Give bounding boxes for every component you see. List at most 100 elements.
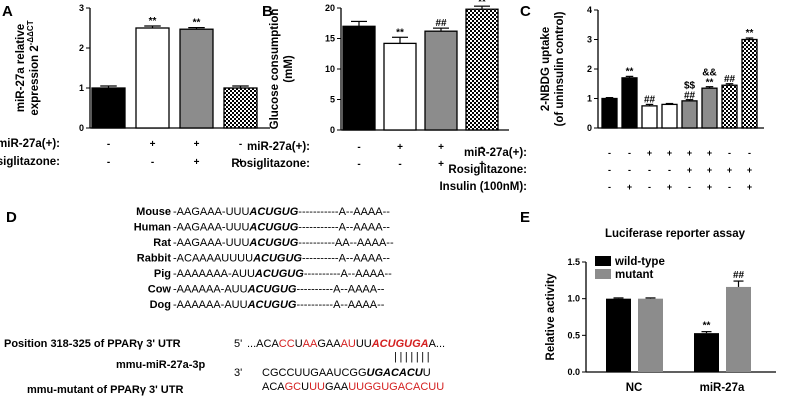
factor-mark: - <box>688 182 691 192</box>
y-tick-label: 1 <box>79 83 84 93</box>
y-axis-label-line2: (mM) <box>283 55 295 83</box>
panel-d-alignment: D Mouse -AAGAAA-UUUACUGUG-----------A--AA… <box>4 206 445 396</box>
bar <box>741 38 758 129</box>
sequence-suffix: -----------A--AAAA-- <box>298 222 390 234</box>
mirna-seed: UGACACU <box>367 367 424 379</box>
sequence-prefix: -AAGAAA-UUU <box>173 222 249 234</box>
y-axis-label-line2-text: (of uninsulin control) <box>554 11 566 126</box>
bar <box>661 103 678 129</box>
bar <box>135 27 170 129</box>
bar <box>465 8 499 131</box>
annotation-line: && <box>702 68 716 79</box>
sequence-suffix: ----------A--AAAA-- <box>296 284 384 296</box>
annotation-line: ## <box>724 74 736 85</box>
utr-wildtype-prime: 5' <box>234 338 242 350</box>
bar <box>601 97 618 129</box>
factor-label: Rosiglitazone: <box>0 156 60 168</box>
factor-mark: + <box>647 148 652 158</box>
species-sequence: -AAAAAA-AUUACUGUG----------A--AAAA-- <box>173 284 385 296</box>
chart-panel-c: 0 1 2 3 4 2-NBDG uptake (of uninsulin control)… <box>439 5 764 193</box>
factor-mark: - <box>107 157 110 168</box>
sequence-segment: GAA <box>317 338 341 350</box>
species-sequence: -ACAAAAUUUUACUGUG----------A--AAAA-- <box>173 253 390 265</box>
bar <box>621 77 638 129</box>
y-axis-label-text: Relative activity <box>545 273 557 361</box>
y-tick-label: 2 <box>587 64 592 74</box>
factor-mark: - <box>628 165 631 175</box>
y-axis-label-line1: Glucose consumption <box>269 9 281 130</box>
seed-region: ACUGUG <box>248 222 298 234</box>
y-tick-label: 0.5 <box>567 330 580 340</box>
factor-mark: - <box>357 142 360 153</box>
sequence-segment: ACA <box>262 381 285 393</box>
factor-mark: + <box>194 139 200 150</box>
significance-annotation: ** <box>149 16 157 27</box>
sequence-prefix: -AAAAAA-AUU <box>173 284 248 296</box>
chart-panel-b: 0 5 10 15 20 Glucose consumption(mM) ** ## $$** m… <box>231 0 509 170</box>
sequence-prefix: -AAGAAA-UUU <box>173 206 249 218</box>
utr-mutant-label: mmu-mutant of PPARγ 3' UTR <box>27 384 183 396</box>
annotation-line: ** <box>746 28 754 39</box>
sequence-segment: U <box>301 381 309 393</box>
bar <box>638 298 663 372</box>
factor-mark: + <box>687 165 692 175</box>
y-axis-label: 2-NBDG uptake (of uninsulin control) <box>540 11 566 126</box>
seed-region: ACUGUG <box>247 299 297 311</box>
annotation-line: ** <box>396 27 404 38</box>
legend-swatch <box>595 269 611 279</box>
bar <box>383 42 417 131</box>
panel-label-c: C <box>520 3 531 20</box>
factor-mark: - <box>748 148 751 158</box>
factor-mark: + <box>194 157 200 168</box>
species-name: Human <box>134 222 172 234</box>
y-tick-label: 20 <box>325 3 335 13</box>
factor-mark: - <box>728 148 731 158</box>
annotation-line: ## <box>435 18 447 29</box>
factor-mark: - <box>151 157 154 168</box>
y-tick-label: 1 <box>587 94 592 104</box>
sequence-prefix: -AAAAAA-AUU <box>173 299 248 311</box>
bar <box>701 87 718 129</box>
y-tick-label: 15 <box>325 34 335 44</box>
significance-annotation: ** <box>396 27 404 38</box>
bar <box>721 84 738 129</box>
seed-region: ACUGUG <box>247 284 297 296</box>
seed-region: ACUGUG <box>248 237 298 249</box>
factor-mark: + <box>727 165 732 175</box>
annotation-line: ** <box>626 66 634 77</box>
factor-mark: - <box>480 142 483 153</box>
sequence-segment: GC <box>285 381 302 393</box>
sequence-segment: ACUGUGA <box>371 338 429 350</box>
factor-mark: - <box>608 148 611 158</box>
seed-region: ACUGUG <box>248 206 298 218</box>
sequence-segment: A... <box>429 338 446 350</box>
sequence-suffix: ----------A--AAAA-- <box>302 253 390 265</box>
chart-panel-e: Luciferase reporter assay 0.0 0.5 1.0 1.5 Rel… <box>545 228 776 394</box>
panel-label-e: E <box>520 209 530 226</box>
sequence-segment: CC <box>279 338 295 350</box>
sequence-suffix: ----------AA--AAAA-- <box>298 237 394 249</box>
factor-mark: + <box>747 182 752 192</box>
significance-annotation: ## <box>644 94 656 105</box>
sequence-prefix: -AAAAAAA-AUU <box>173 268 255 280</box>
significance-annotation: ## <box>724 74 736 85</box>
factor-mark: + <box>667 182 672 192</box>
y-axis-label: Relative activity <box>545 273 557 361</box>
y-tick-label: 0 <box>79 123 84 133</box>
annotation-line: ** <box>706 78 714 89</box>
panel-label-d: D <box>6 209 17 226</box>
factor-mark: - <box>648 165 651 175</box>
bar <box>179 28 214 129</box>
factor-mark: + <box>707 148 712 158</box>
y-axis-label-line1: miR-27a relative <box>15 24 27 112</box>
significance-annotation: && ** <box>702 68 716 89</box>
sequence-segment: AA <box>303 338 318 350</box>
y-axis-label-line2-text: (mM) <box>283 55 295 83</box>
significance-annotation: $$** <box>476 0 488 8</box>
factor-mark: + <box>238 157 244 168</box>
sequence-prefix: -AAGAAA-UUU <box>173 237 249 249</box>
bar <box>223 87 258 129</box>
mirna-sequence: CGCCUUGAAUCGGUGACACUU <box>262 367 431 379</box>
factor-label: Rosiglitazone: <box>448 164 527 176</box>
sequence-segment: UU <box>356 338 372 350</box>
